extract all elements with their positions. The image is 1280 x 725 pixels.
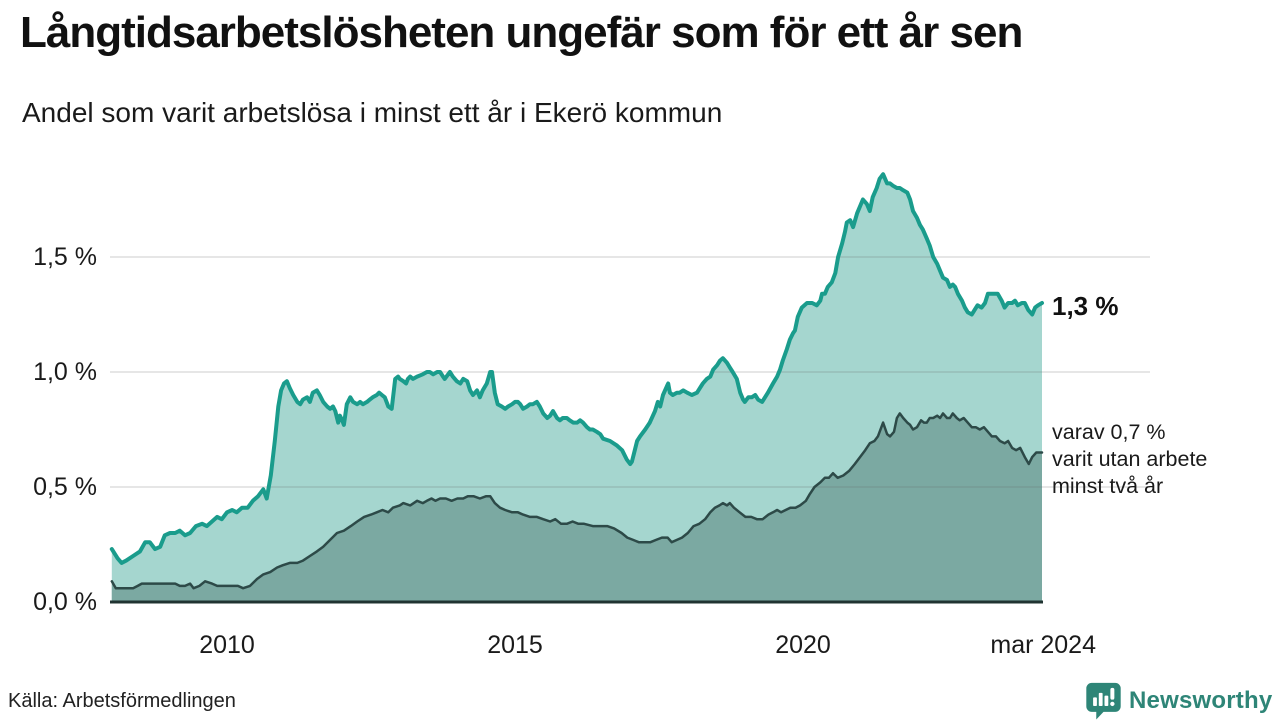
x-axis-tick-label: 2015 — [487, 631, 543, 659]
secondary-annotation: varav 0,7 % varit utan arbete minst två … — [1052, 419, 1207, 500]
newsworthy-logo-wordmark: Newsworthy — [1129, 687, 1273, 714]
secondary-annotation-line: minst två år — [1052, 474, 1164, 498]
chart-subtitle: Andel som varit arbetslösa i minst ett å… — [22, 97, 723, 128]
secondary-annotation-line: varit utan arbete — [1052, 447, 1208, 471]
secondary-annotation-line: varav 0,7 % — [1052, 420, 1166, 444]
y-axis-tick-label: 1,0 % — [33, 358, 97, 386]
newsworthy-logo-icon — [1085, 682, 1122, 720]
newsworthy-logo: Newsworthy — [1085, 682, 1272, 720]
source-note: Källa: Arbetsförmedlingen — [8, 690, 236, 712]
x-axis-tick-label: 2010 — [199, 631, 255, 659]
latest-value-annotation: 1,3 % — [1052, 291, 1119, 321]
x-axis-tick-label: 2020 — [775, 631, 831, 659]
y-axis-tick-label: 0,5 % — [33, 473, 97, 501]
x-axis-tick-label: mar 2024 — [990, 631, 1096, 659]
y-axis-tick-label: 1,5 % — [33, 243, 97, 271]
page-title: Långtidsarbetslösheten ungefär som för e… — [20, 8, 1023, 57]
y-axis-tick-label: 0,0 % — [33, 588, 97, 616]
